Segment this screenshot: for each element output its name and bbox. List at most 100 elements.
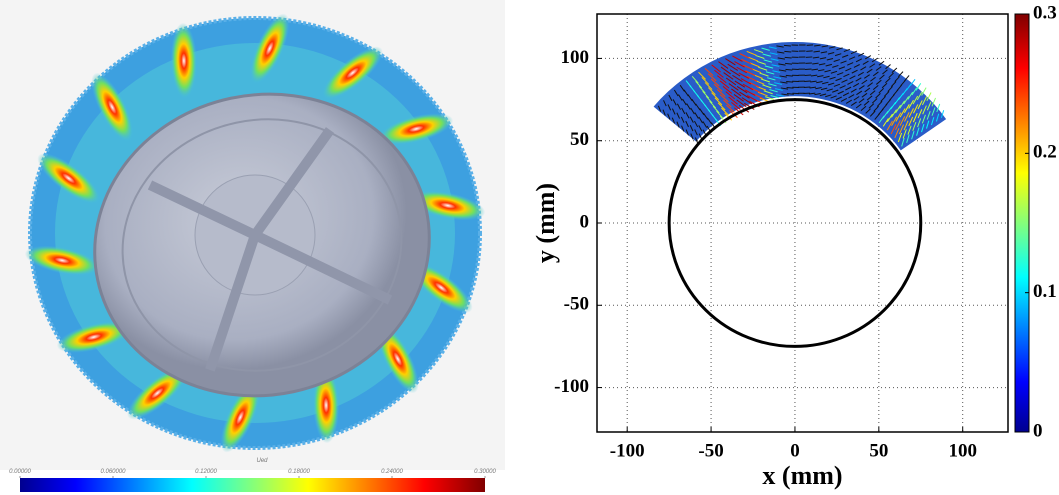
hotspot — [91, 72, 133, 142]
vector — [667, 113, 671, 120]
vector — [935, 113, 940, 122]
vector — [856, 90, 863, 96]
vector — [895, 120, 901, 131]
vector — [768, 46, 777, 49]
vector — [707, 87, 716, 96]
vector — [786, 86, 794, 89]
vector — [921, 124, 925, 133]
hotspot — [170, 22, 197, 99]
vector — [891, 109, 897, 118]
vector — [753, 49, 764, 54]
vector — [886, 120, 893, 131]
vector — [707, 73, 717, 82]
vector — [739, 53, 750, 59]
vector — [776, 45, 784, 48]
vector — [701, 76, 710, 85]
colorbar-tick-label: 0.12000 — [195, 469, 217, 475]
vector — [845, 67, 852, 72]
vector — [840, 60, 847, 64]
hotspot — [56, 321, 131, 353]
vector — [719, 80, 730, 89]
vector — [817, 75, 824, 78]
vector — [671, 108, 676, 115]
vector — [672, 99, 677, 106]
vector — [908, 116, 914, 127]
vector — [776, 51, 785, 54]
vector — [662, 109, 666, 116]
vector — [784, 50, 792, 53]
vector — [891, 67, 898, 73]
vector — [736, 66, 747, 74]
x-tick-label: -50 — [698, 440, 723, 461]
vector — [756, 60, 766, 65]
vector — [810, 80, 817, 83]
vector — [786, 80, 794, 83]
vector — [812, 56, 820, 59]
vector — [936, 103, 941, 113]
colorbar-tick-label: 0.1 — [1033, 281, 1057, 302]
vector — [887, 86, 893, 92]
vector — [694, 112, 699, 119]
vector — [676, 103, 681, 110]
vector — [835, 96, 842, 101]
vector — [875, 79, 882, 85]
colorbar-tick-label: 0.2 — [1033, 142, 1057, 163]
vector — [926, 111, 931, 120]
vector — [778, 63, 786, 66]
vector — [847, 62, 854, 66]
vector — [845, 86, 852, 91]
vector — [732, 55, 743, 62]
vector — [819, 93, 827, 97]
hotspot — [220, 382, 260, 453]
vector — [869, 63, 876, 68]
colorbar-tick-label: 0 — [1033, 420, 1043, 441]
vector — [822, 81, 829, 85]
vector — [824, 69, 831, 73]
vector — [839, 85, 846, 89]
vector — [820, 87, 828, 91]
vector — [770, 58, 779, 61]
vector — [912, 121, 917, 131]
vector — [833, 83, 841, 87]
vector — [765, 96, 775, 101]
hotspot — [24, 245, 100, 276]
vector — [755, 54, 765, 59]
plot-frame — [596, 13, 1009, 433]
y-tick-label: -100 — [554, 376, 589, 397]
vector — [911, 87, 918, 96]
vector — [838, 66, 846, 70]
vector — [689, 125, 694, 132]
vector — [818, 63, 826, 66]
vector — [691, 98, 697, 106]
vector — [853, 64, 860, 68]
vector — [773, 76, 782, 79]
vector — [704, 68, 714, 77]
vector — [869, 90, 876, 96]
vector — [931, 107, 936, 116]
vector — [917, 118, 922, 128]
vector — [759, 72, 769, 77]
hotspot — [322, 46, 383, 100]
vector — [761, 47, 770, 51]
vector — [890, 81, 897, 87]
vector — [718, 61, 729, 69]
vector — [895, 112, 902, 122]
vector — [894, 128, 900, 139]
cylinder — [667, 98, 923, 348]
vector — [784, 56, 792, 59]
vector — [694, 129, 698, 136]
vector — [703, 112, 709, 120]
vector — [742, 83, 754, 91]
vector — [853, 82, 860, 88]
vector — [721, 107, 729, 116]
vector — [699, 108, 705, 116]
quiver-panel: -100 -50 0 50 100 -100 -50 0 50 100 x (mm) y (mm) 0 0… — [531, 2, 1057, 490]
vector — [897, 71, 904, 78]
vector — [890, 124, 897, 135]
vector — [738, 72, 750, 79]
vector — [786, 93, 794, 95]
vector — [904, 75, 910, 82]
vector — [687, 94, 693, 102]
vector — [827, 52, 835, 55]
x-axis-label: x (mm) — [762, 461, 842, 490]
